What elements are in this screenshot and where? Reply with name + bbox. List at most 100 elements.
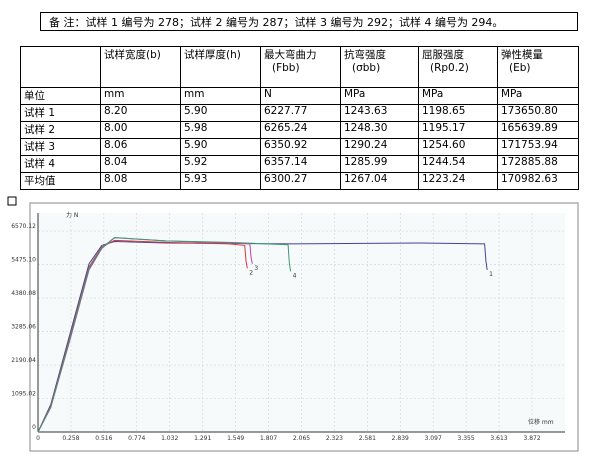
header-text: 抗弯强度 — [344, 49, 386, 61]
x-axis-label: 位移 mm — [528, 418, 554, 426]
cell: 8.06 — [100, 138, 181, 156]
cell: 8.04 — [100, 155, 181, 173]
cell: mm — [100, 87, 181, 105]
x-tick-label: 0.516 — [95, 435, 112, 442]
table-row: 单位 mm mm N MPa MPa MPa — [20, 87, 579, 105]
cell: 1285.99 — [340, 155, 419, 173]
cell: 6357.14 — [260, 155, 341, 173]
cell: 5.90 — [180, 104, 261, 122]
cell: 171753.94 — [497, 138, 579, 156]
table-row: 平均值 8.08 5.93 6300.27 1267.04 1223.24 170982.6… — [20, 172, 579, 190]
cell: 5.93 — [180, 172, 261, 190]
x-tick-label: 1.807 — [260, 435, 277, 442]
header-text: 试样厚度(h) — [184, 49, 241, 61]
table-row: 试样 3 8.06 5.90 6350.92 1290.24 1254.60 171753.… — [20, 138, 579, 156]
y-tick-label: 3285.06 — [11, 324, 36, 331]
cell: N — [260, 87, 341, 105]
cell: MPa — [497, 87, 579, 105]
x-tick-label: 3.355 — [458, 435, 475, 442]
table-row: 试样 4 8.04 5.92 6357.14 1285.99 1244.54 172885.… — [20, 155, 579, 173]
cell: 1243.63 — [340, 104, 419, 122]
cell: 8.00 — [100, 121, 181, 139]
header-text: 弹性模量 — [501, 49, 543, 61]
cell: 6227.77 — [260, 104, 341, 122]
note: 备 注：试样 1 编号为 278；试样 2 编号为 287；试样 3 编号为 2… — [40, 12, 578, 31]
header-cell: 最大弯曲力 (Fbb) — [260, 46, 341, 88]
header-cell: 试样宽度(b) — [100, 46, 181, 88]
table-row: 试样 2 8.00 5.98 6265.24 1248.30 1195.17 165639.… — [20, 121, 579, 139]
y-tick-label: 5475.10 — [11, 257, 36, 264]
header-text: (Fbb) — [272, 62, 300, 74]
header-text: 试样宽度(b) — [104, 49, 161, 61]
cell: 5.90 — [180, 138, 261, 156]
curve-label: 2 — [249, 269, 253, 276]
cell: 1267.04 — [340, 172, 419, 190]
cell: mm — [180, 87, 261, 105]
curve-label: 4 — [293, 272, 297, 279]
cell: 170982.63 — [497, 172, 579, 190]
header-cell — [20, 46, 101, 88]
header-text: 最大弯曲力 — [264, 49, 317, 61]
cell: 试样 4 — [20, 155, 101, 173]
cell: 6350.92 — [260, 138, 341, 156]
table-row: 试样 1 8.20 5.90 6227.77 1243.63 1198.65 173650.… — [20, 104, 579, 122]
cell: 8.20 — [100, 104, 181, 122]
chart: 力 N 位移 mm 0 1095.02 2190.04 3285.06 4380.08 5… — [7, 196, 579, 452]
cell: 6265.24 — [260, 121, 341, 139]
cell: 试样 3 — [20, 138, 101, 156]
cell: 8.08 — [100, 172, 181, 190]
x-tick-label: 1.291 — [194, 435, 211, 442]
curve — [37, 237, 292, 433]
x-tick-label: 2.323 — [326, 435, 343, 442]
cell: MPa — [418, 87, 498, 105]
header-row: 试样宽度(b) 试样厚度(h) 最大弯曲力 (Fbb) 抗弯强度 (σbb) 屈服强度 (Rp… — [20, 46, 579, 88]
cell: 1248.30 — [340, 121, 419, 139]
y-tick-label: 1095.02 — [11, 391, 36, 398]
x-tick-label: 2.065 — [293, 435, 310, 442]
cell: 5.92 — [180, 155, 261, 173]
header-cell: 屈服强度 (Rp0.2) — [418, 46, 498, 88]
header-cell: 试样厚度(h) — [180, 46, 261, 88]
cell: 165639.89 — [497, 121, 579, 139]
cell: 1244.54 — [418, 155, 498, 173]
y-tick-label: 0 — [32, 424, 36, 431]
cell: 试样 1 — [20, 104, 101, 122]
table: 试样宽度(b) 试样厚度(h) 最大弯曲力 (Fbb) 抗弯强度 (σbb) 屈服强度 (Rp… — [20, 46, 579, 190]
cell: 172885.88 — [497, 155, 579, 173]
x-tick-label: 2.581 — [359, 435, 376, 442]
header-text: (Eb) — [509, 62, 531, 74]
cell: 5.98 — [180, 121, 261, 139]
cell: 1290.24 — [340, 138, 419, 156]
header-cell: 弹性模量 (Eb) — [497, 46, 579, 88]
cell: 1223.24 — [418, 172, 498, 190]
y-tick-label: 4380.08 — [11, 290, 36, 297]
y-tick-label: 6570.12 — [11, 223, 36, 230]
cell: 173650.80 — [497, 104, 579, 122]
header-text: (Rp0.2) — [430, 62, 469, 74]
x-tick-label: 2.839 — [392, 435, 409, 442]
header-cell: 抗弯强度 (σbb) — [340, 46, 419, 88]
x-tick-label: 0 — [36, 435, 40, 442]
x-tick-label: 0.258 — [62, 435, 79, 442]
header-text: 屈服强度 — [422, 49, 464, 61]
cell: 6300.27 — [260, 172, 341, 190]
anchor-icon — [7, 196, 17, 206]
x-tick-label: 3.613 — [490, 435, 507, 442]
curve-label: 1 — [489, 271, 493, 278]
header-text: (σbb) — [352, 62, 381, 74]
cell: 单位 — [20, 87, 101, 105]
x-tick-label: 0.774 — [128, 435, 145, 442]
curve-label: 3 — [254, 265, 258, 272]
cell: MPa — [340, 87, 419, 105]
x-tick-label: 1.032 — [161, 435, 178, 442]
x-tick-label: 1.549 — [227, 435, 244, 442]
cell: 平均值 — [20, 172, 101, 190]
curve — [37, 241, 488, 433]
x-tick-label: 3.097 — [425, 435, 442, 442]
cell: 1254.60 — [418, 138, 498, 156]
y-axis-label: 力 N — [66, 211, 78, 219]
cell: 试样 2 — [20, 121, 101, 139]
x-tick-label: 3.872 — [523, 435, 540, 442]
cell: 1198.65 — [418, 104, 498, 122]
